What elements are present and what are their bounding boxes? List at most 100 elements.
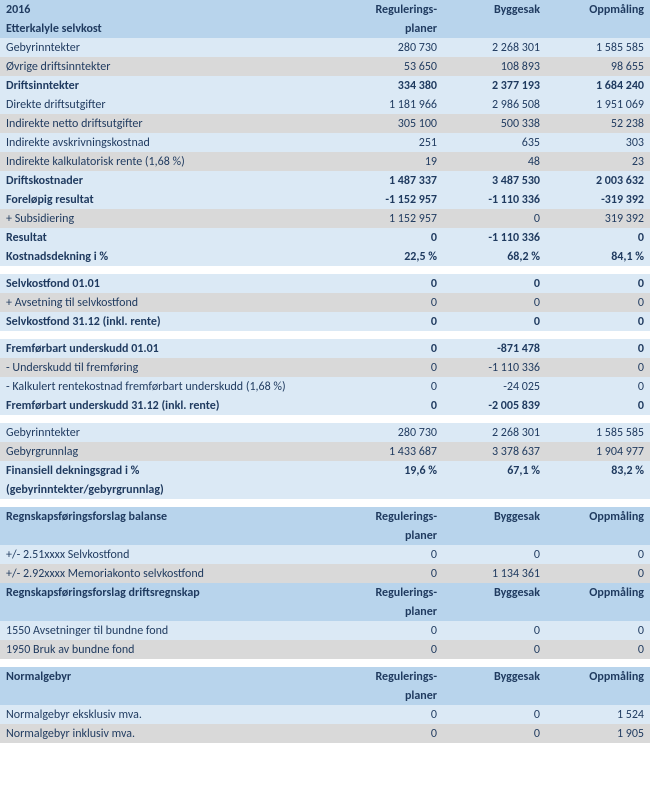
cell-byggesak: 3 487 530 [443, 171, 546, 190]
cell-byggesak: 2 377 193 [443, 76, 546, 95]
row-label: Normalgebyr eksklusiv mva. [0, 705, 340, 724]
cell-empty [546, 480, 650, 499]
col-header-empty-1 [443, 602, 546, 621]
cell-reguleringsplaner: 0 [340, 396, 443, 415]
cell-oppmaling: 0 [546, 396, 650, 415]
row-label: Gebyrinntekter [0, 423, 340, 442]
cell-reguleringsplaner: 0 [340, 274, 443, 293]
cell-byggesak: -24 025 [443, 377, 546, 396]
row-label-line2: (gebyrinntekter/gebyrgrunnlag) [0, 480, 340, 499]
cell-empty [340, 480, 443, 499]
row-label: 1950 Bruk av bundne fond [0, 640, 340, 659]
cell-reguleringsplaner: 0 [340, 640, 443, 659]
spacer [0, 499, 650, 507]
cell-oppmaling: 2 003 632 [546, 171, 650, 190]
cell-oppmaling: 303 [546, 133, 650, 152]
cell-oppmaling: 1 905 [546, 724, 650, 743]
row-label: - Kalkulert rentekostnad fremførbart und… [0, 377, 340, 396]
cell-byggesak: 3 378 637 [443, 442, 546, 461]
row-label: Finansiell dekningsgrad i % [0, 461, 340, 480]
cell-oppmaling: 1 904 977 [546, 442, 650, 461]
row-label: Fremførbart underskudd 31.12 (inkl. rent… [0, 396, 340, 415]
col-header-reguleringsplaner-2: planer [340, 686, 443, 705]
col-header-empty-2 [546, 526, 650, 545]
section-header-empty [0, 526, 340, 545]
cell-oppmaling: 98 655 [546, 57, 650, 76]
cell-oppmaling: -319 392 [546, 190, 650, 209]
cell-reguleringsplaner: 251 [340, 133, 443, 152]
cell-reguleringsplaner: 0 [340, 339, 443, 358]
cell-oppmaling: 0 [546, 339, 650, 358]
cell-byggesak: 500 338 [443, 114, 546, 133]
cell-reguleringsplaner: -1 152 957 [340, 190, 443, 209]
cell-reguleringsplaner: 0 [340, 293, 443, 312]
row-label: - Underskudd til fremføring [0, 358, 340, 377]
row-label: Gebyrinntekter [0, 38, 340, 57]
cell-byggesak: -2 005 839 [443, 396, 546, 415]
cell-byggesak: 0 [443, 724, 546, 743]
row-label: Resultat [0, 228, 340, 247]
cell-byggesak: 0 [443, 274, 546, 293]
col-header-oppmaling: Oppmåling [546, 667, 650, 686]
row-label: Selvkostfond 31.12 (inkl. rente) [0, 312, 340, 331]
section-header: Regnskapsføringsforslag balanse [0, 507, 340, 526]
spacer [0, 331, 650, 339]
cell-reguleringsplaner: 22,5 % [340, 247, 443, 266]
cell-byggesak: 0 [443, 621, 546, 640]
cell-byggesak: 67,1 % [443, 461, 546, 480]
spacer [0, 659, 650, 667]
cell-byggesak: -871 478 [443, 339, 546, 358]
col-header-byggesak: Byggesak [443, 583, 546, 602]
row-label: Fremførbart underskudd 01.01 [0, 339, 340, 358]
cell-oppmaling: 23 [546, 152, 650, 171]
cell-oppmaling: 84,1 % [546, 247, 650, 266]
cell-reguleringsplaner: 0 [340, 705, 443, 724]
cell-reguleringsplaner: 1 433 687 [340, 442, 443, 461]
cell-byggesak: 0 [443, 705, 546, 724]
row-label: +/- 2.51xxxx Selvkostfond [0, 545, 340, 564]
cell-byggesak: 108 893 [443, 57, 546, 76]
cell-reguleringsplaner: 0 [340, 228, 443, 247]
cell-byggesak: -1 110 336 [443, 358, 546, 377]
cell-oppmaling: 319 392 [546, 209, 650, 228]
col-header-oppmaling: Oppmåling [546, 507, 650, 526]
spacer [0, 266, 650, 274]
cell-byggesak: -1 110 336 [443, 190, 546, 209]
col-header-byggesak: Byggesak [443, 667, 546, 686]
row-label: Foreløpig resultat [0, 190, 340, 209]
row-label: Driftsinntekter [0, 76, 340, 95]
cell-oppmaling: 52 238 [546, 114, 650, 133]
col-header-empty-1 [443, 19, 546, 38]
row-label: Gebyrgrunnlag [0, 442, 340, 461]
cell-reguleringsplaner: 1 181 966 [340, 95, 443, 114]
col-header-byggesak: Byggesak [443, 507, 546, 526]
section-header-empty [0, 602, 340, 621]
row-label: Indirekte netto driftsutgifter [0, 114, 340, 133]
col-header-reguleringsplaner-2: planer [340, 526, 443, 545]
cell-oppmaling: 83,2 % [546, 461, 650, 480]
cell-byggesak: 635 [443, 133, 546, 152]
row-label: +/- 2.92xxxx Memoriakonto selvkostfond [0, 564, 340, 583]
section-header-empty [0, 686, 340, 705]
cell-oppmaling: 0 [546, 621, 650, 640]
col-header-reguleringsplaner-1: Regulerings- [340, 583, 443, 602]
cell-oppmaling: 1 585 585 [546, 38, 650, 57]
cell-byggesak: 0 [443, 209, 546, 228]
cell-oppmaling: 0 [546, 274, 650, 293]
cell-oppmaling: 0 [546, 640, 650, 659]
cell-reguleringsplaner: 0 [340, 358, 443, 377]
row-label: + Subsidiering [0, 209, 340, 228]
cell-oppmaling: 0 [546, 545, 650, 564]
cell-byggesak: 2 268 301 [443, 423, 546, 442]
cell-oppmaling: 1 585 585 [546, 423, 650, 442]
cell-reguleringsplaner: 0 [340, 621, 443, 640]
cell-oppmaling: 1 951 069 [546, 95, 650, 114]
row-label: Selvkostfond 01.01 [0, 274, 340, 293]
cell-oppmaling: 1 684 240 [546, 76, 650, 95]
section-header: Regnskapsføringsforslag driftsregnskap [0, 583, 340, 602]
col-header-empty-1 [443, 526, 546, 545]
cell-reguleringsplaner: 0 [340, 564, 443, 583]
cell-reguleringsplaner: 19,6 % [340, 461, 443, 480]
cell-byggesak: 1 134 361 [443, 564, 546, 583]
col-header-reguleringsplaner-1: Regulerings- [340, 0, 443, 19]
